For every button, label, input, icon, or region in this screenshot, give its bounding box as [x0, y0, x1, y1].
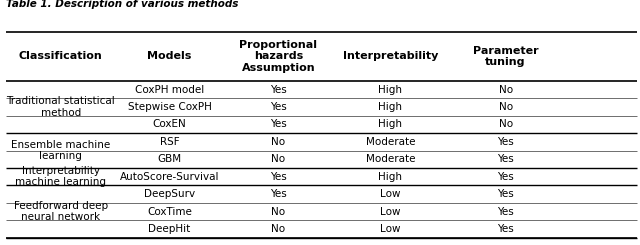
Text: Table 1. Description of various methods: Table 1. Description of various methods	[6, 0, 239, 9]
Text: Ensemble machine
learning: Ensemble machine learning	[11, 140, 111, 161]
Text: GBM: GBM	[157, 154, 182, 164]
Text: No: No	[499, 119, 513, 129]
Text: No: No	[499, 102, 513, 112]
Text: High: High	[378, 172, 403, 182]
Text: High: High	[378, 102, 403, 112]
Text: High: High	[378, 119, 403, 129]
Text: No: No	[499, 85, 513, 95]
Text: Moderate: Moderate	[365, 137, 415, 147]
Text: High: High	[378, 85, 403, 95]
Text: Interpretability: Interpretability	[342, 51, 438, 61]
Text: No: No	[271, 137, 285, 147]
Text: Moderate: Moderate	[365, 154, 415, 164]
Text: Stepwise CoxPH: Stepwise CoxPH	[127, 102, 212, 112]
Text: No: No	[271, 224, 285, 234]
Text: Proportional
hazards
Assumption: Proportional hazards Assumption	[239, 40, 317, 73]
Text: Yes: Yes	[497, 189, 514, 199]
Text: Yes: Yes	[270, 172, 287, 182]
Text: Traditional statistical
method: Traditional statistical method	[6, 96, 115, 118]
Text: Yes: Yes	[497, 154, 514, 164]
Text: CoxTime: CoxTime	[147, 207, 192, 217]
Text: Yes: Yes	[497, 137, 514, 147]
Text: Yes: Yes	[497, 224, 514, 234]
Text: Yes: Yes	[270, 189, 287, 199]
Text: DeepSurv: DeepSurv	[144, 189, 195, 199]
Text: RSF: RSF	[160, 137, 179, 147]
Text: No: No	[271, 207, 285, 217]
Text: Yes: Yes	[270, 119, 287, 129]
Text: Models: Models	[147, 51, 192, 61]
Text: Classification: Classification	[19, 51, 102, 61]
Text: CoxEN: CoxEN	[153, 119, 186, 129]
Text: AutoScore-Survival: AutoScore-Survival	[120, 172, 220, 182]
Text: Yes: Yes	[270, 85, 287, 95]
Text: DeepHit: DeepHit	[148, 224, 191, 234]
Text: Low: Low	[380, 207, 401, 217]
Text: Interpretability
machine learning: Interpretability machine learning	[15, 166, 106, 187]
Text: CoxPH model: CoxPH model	[135, 85, 204, 95]
Text: Low: Low	[380, 224, 401, 234]
Text: Feedforward deep
neural network: Feedforward deep neural network	[13, 201, 108, 222]
Text: Yes: Yes	[270, 102, 287, 112]
Text: Parameter
tuning: Parameter tuning	[473, 46, 538, 67]
Text: Low: Low	[380, 189, 401, 199]
Text: Yes: Yes	[497, 172, 514, 182]
Text: Yes: Yes	[497, 207, 514, 217]
Text: No: No	[271, 154, 285, 164]
